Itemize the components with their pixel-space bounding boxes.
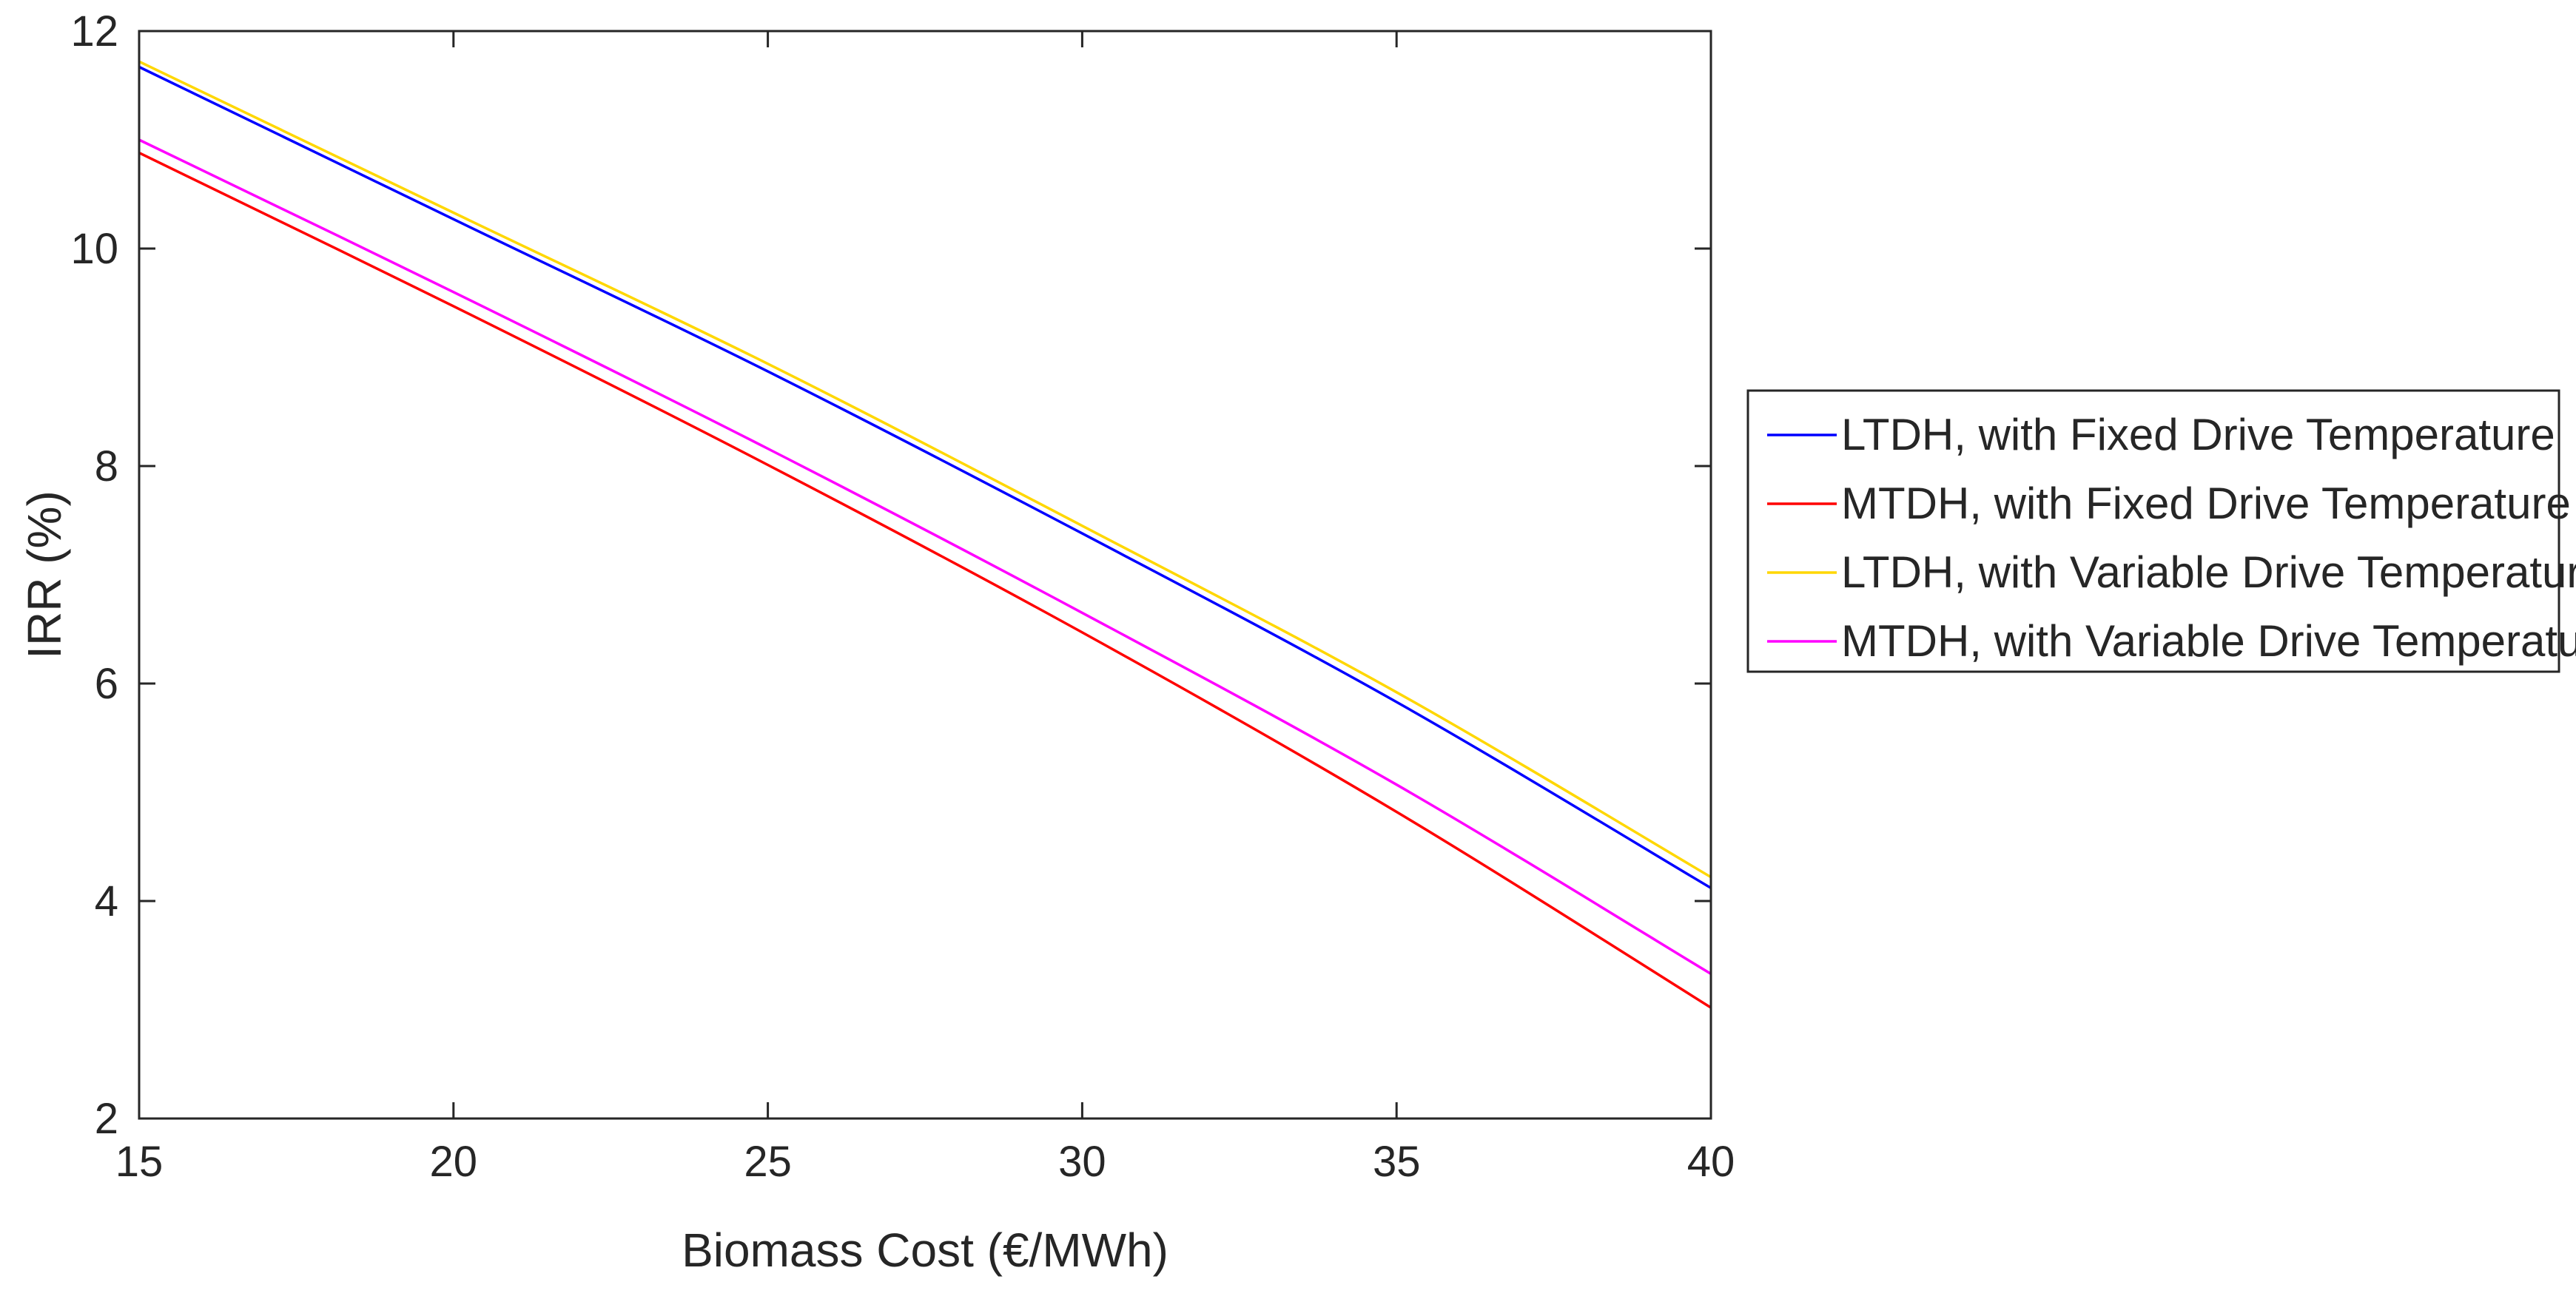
x-axis-title: Biomass Cost (€/MWh) [682, 1224, 1168, 1277]
legend-label-4: MTDH, with Variable Drive Temperature [1841, 616, 2576, 666]
series-line-1 [138, 65, 1712, 889]
ticks-layer: 15 20 25 30 35 40 2 4 6 8 10 12 [70, 7, 1735, 1186]
x-tick-label: 40 [1687, 1138, 1735, 1186]
x-tick-label: 30 [1058, 1138, 1106, 1186]
y-tick-label: 2 [95, 1095, 118, 1143]
x-tick-label: 25 [744, 1138, 792, 1186]
x-tick-label: 35 [1373, 1138, 1421, 1186]
y-tick-label: 8 [95, 442, 118, 490]
legend-box [1746, 389, 2560, 673]
legend-label-3: LTDH, with Variable Drive Temperature [1841, 547, 2576, 597]
y-tick-label: 10 [70, 225, 118, 273]
x-tick-label: 20 [430, 1138, 478, 1186]
legend: LTDH, with Fixed Drive Temperature MTDH, … [1746, 389, 2576, 673]
x-tick-label: 15 [115, 1138, 164, 1186]
plot-background [139, 31, 1711, 1119]
legend-label-2: MTDH, with Fixed Drive Temperature [1841, 479, 2571, 528]
legend-label-1: LTDH, with Fixed Drive Temperature [1841, 410, 2555, 459]
series-line-3 [138, 60, 1712, 879]
y-tick-label: 12 [70, 7, 118, 55]
y-tick-label: 4 [95, 877, 118, 925]
plot-frame [138, 30, 1712, 1120]
series-layer [138, 60, 1712, 1009]
series-line-4 [138, 138, 1712, 975]
y-axis-title: IRR (%) [18, 490, 71, 659]
series-line-2 [138, 152, 1712, 1009]
y-tick-label: 6 [95, 660, 118, 708]
